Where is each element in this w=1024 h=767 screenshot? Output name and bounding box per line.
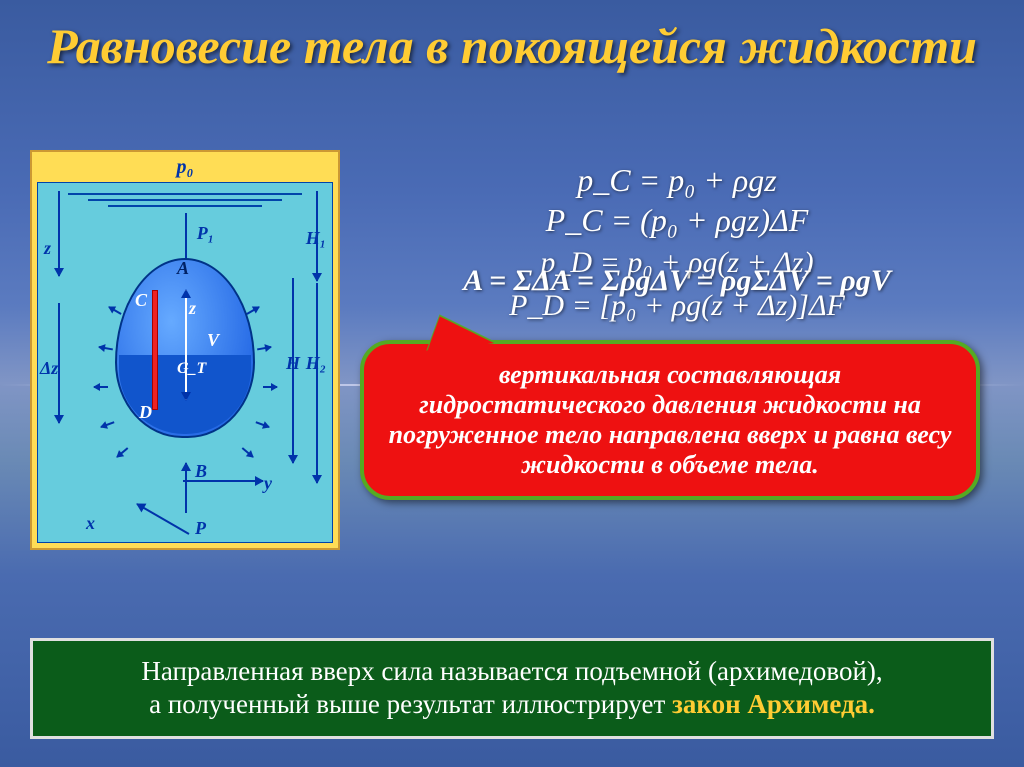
label-b: B — [195, 461, 207, 482]
axis-y — [183, 480, 263, 482]
label-y: y — [264, 473, 272, 494]
callout-bubble: вертикальная составляющая гидростатическ… — [360, 340, 980, 500]
water-surface — [48, 189, 322, 209]
label-p0: p₀ — [177, 156, 194, 179]
label-zaxis: z — [189, 298, 196, 319]
callout-text: вертикальная составляющая гидростатическ… — [389, 360, 952, 479]
conclusion-box: Направленная вверх сила называется подъе… — [30, 638, 994, 740]
label-a: A — [177, 258, 189, 279]
conclusion-line2-prefix: а полученный выше результат иллюстрирует — [149, 689, 672, 719]
diagram-frame: p₀ P₁ z H₁ H₂ H Δz A C V z G_T D — [30, 150, 340, 550]
dim-dz — [58, 303, 60, 423]
dim-h1 — [316, 191, 318, 281]
label-dz: Δz — [40, 358, 58, 379]
column-cd — [152, 290, 158, 410]
archimedes-law: закон Архимеда. — [672, 689, 875, 719]
formula-2: P_C = (p₀ + ρgz)ΔF — [360, 200, 994, 240]
diagram-water: P₁ z H₁ H₂ H Δz A C V z G_T D — [37, 182, 333, 543]
label-x: x — [86, 513, 95, 534]
conclusion-line2: а полученный выше результат иллюстрирует… — [53, 688, 971, 722]
label-z-depth: z — [44, 238, 51, 259]
dim-h — [292, 278, 294, 463]
axis-x — [137, 503, 190, 535]
label-p: P — [195, 518, 206, 539]
formula-1: p_C = p₀ + ρgz — [360, 160, 994, 200]
dim-h2 — [316, 283, 318, 483]
label-d: D — [139, 402, 152, 423]
slide-title: Равновесие тела в покоящейся жидкости — [0, 0, 1024, 84]
label-v: V — [207, 330, 219, 351]
dim-z — [58, 191, 60, 276]
label-c: C — [135, 290, 147, 311]
submerged-body: A C V z G_T D — [115, 258, 255, 438]
label-gt: G_T — [177, 360, 206, 378]
arrow-gt — [185, 320, 187, 400]
arrow-p-up — [185, 463, 187, 513]
label-p1: P₁ — [197, 223, 214, 244]
conclusion-line1: Направленная вверх сила называется подъе… — [53, 655, 971, 689]
